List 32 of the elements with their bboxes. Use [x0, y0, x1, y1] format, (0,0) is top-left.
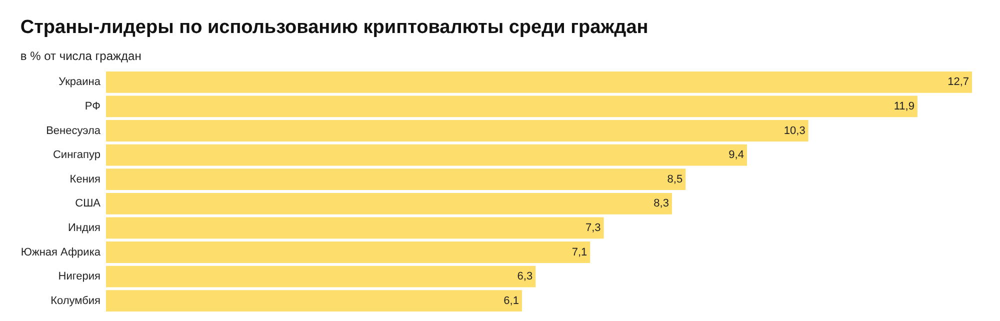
data-label: 9,4	[728, 149, 744, 162]
data-label: 6,3	[517, 270, 533, 283]
y-tick-label: США	[75, 198, 102, 210]
y-tick-label: Сингапур	[52, 149, 100, 162]
data-label: 11,9	[894, 100, 914, 112]
y-tick-label: РФ	[84, 100, 100, 112]
y-tick-label: Венесуэла	[46, 124, 102, 137]
chart-subtitle: в % от числа граждан	[20, 49, 142, 63]
chart-title: Страны-лидеры по использованию криптовалюты среди граждан	[20, 17, 648, 38]
bar	[106, 192, 672, 214]
data-label: 7,3	[585, 222, 601, 234]
data-label: 10,3	[784, 124, 806, 137]
y-tick-label: Колумбия	[50, 294, 101, 307]
y-tick-label: Украина	[58, 76, 102, 88]
bar	[106, 217, 604, 239]
bar	[106, 144, 747, 166]
bar	[106, 120, 808, 142]
y-tick-label: Нигерия	[58, 270, 101, 283]
bar	[106, 242, 590, 263]
bar	[106, 168, 686, 190]
bar	[106, 71, 972, 93]
y-tick-label: Индия	[68, 222, 101, 234]
data-label: 7,1	[572, 246, 588, 258]
y-tick-label: Кения	[70, 173, 101, 186]
bar	[106, 96, 918, 118]
bar	[106, 266, 536, 288]
data-label: 8,3	[654, 198, 669, 210]
y-tick-label: Южная Африка	[20, 246, 102, 258]
data-label: 8,5	[667, 173, 683, 186]
bar	[106, 290, 522, 312]
data-label: 6,1	[504, 294, 519, 307]
data-label: 12,7	[948, 76, 969, 88]
